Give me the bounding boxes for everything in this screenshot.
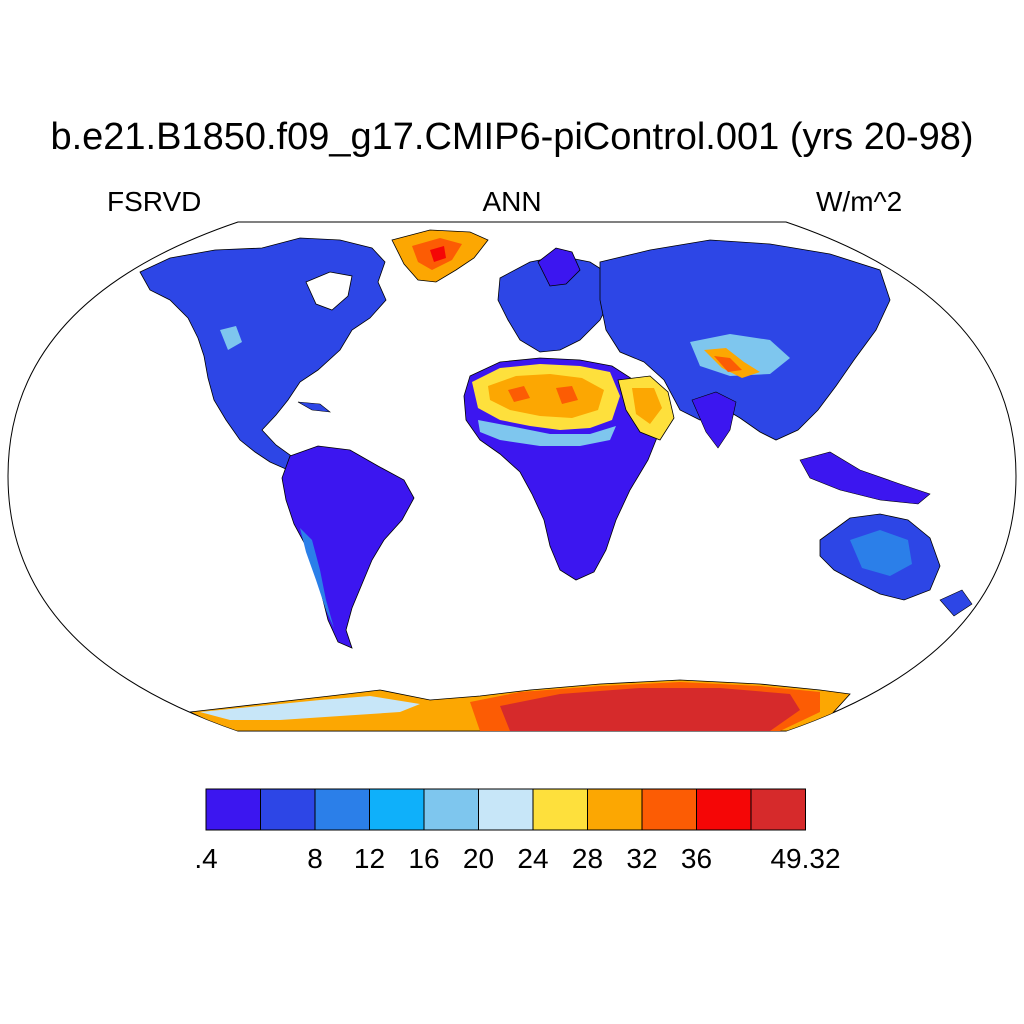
new-zealand [939, 589, 973, 617]
colorbar-box [423, 788, 479, 831]
plot-title: b.e21.B1850.f09_g17.CMIP6-piControl.001 … [50, 116, 974, 158]
colorbar-box [478, 788, 534, 831]
hudson-bay [305, 271, 353, 311]
colorbar-box [205, 788, 261, 831]
colorbar-box [587, 788, 643, 831]
colorbar-tick-label: 32 [626, 843, 657, 874]
sahel-band [478, 420, 616, 446]
colorbar-box [314, 788, 370, 831]
colorbar-tick-label: 49.32 [770, 843, 840, 874]
antarctica-plateau [500, 688, 800, 731]
arabia-orange [632, 388, 662, 424]
colorbar-tick-label: 8 [307, 843, 323, 874]
colorbar-box [750, 788, 806, 831]
colorbar-tick-label: 16 [408, 843, 439, 874]
sahara-red-1 [508, 386, 530, 402]
antarctica-light-band [200, 696, 420, 720]
australia-interior [850, 530, 912, 576]
colorbar-box [641, 788, 697, 831]
southeast-asia-islands [799, 451, 931, 505]
season-label: ANN [482, 186, 542, 217]
north-america-light-patch [220, 326, 242, 350]
south-america [281, 445, 415, 649]
colorbar-box [532, 788, 588, 831]
greenland-peak [430, 246, 446, 262]
tibet-hot [714, 356, 742, 372]
colorbar-tick-label: 24 [517, 843, 548, 874]
colorbar-tick-label: 28 [572, 843, 603, 874]
colorbar-tick-label: .4 [194, 843, 217, 874]
units-label: W/m^2 [816, 186, 903, 217]
sahara-red-2 [556, 386, 578, 404]
colorbar-tick-label: 20 [463, 843, 494, 874]
colorbar-tick-label: 36 [681, 843, 712, 874]
colorbar-box [696, 788, 752, 831]
south-america-edge [300, 528, 334, 628]
colorbar-tick-label: 12 [354, 843, 385, 874]
sahara-orange [488, 374, 604, 418]
variable-label: FSRVD [107, 186, 202, 217]
colorbar: .4 8 12 16 20 24 28 32 36 49.32 [194, 788, 841, 874]
landmasses [139, 229, 973, 731]
tibet-plateau [690, 334, 790, 376]
colorbar-box [369, 788, 425, 831]
colorbar-box [260, 788, 316, 831]
cuba [297, 401, 331, 413]
scandinavia [537, 247, 581, 287]
india [691, 391, 737, 449]
